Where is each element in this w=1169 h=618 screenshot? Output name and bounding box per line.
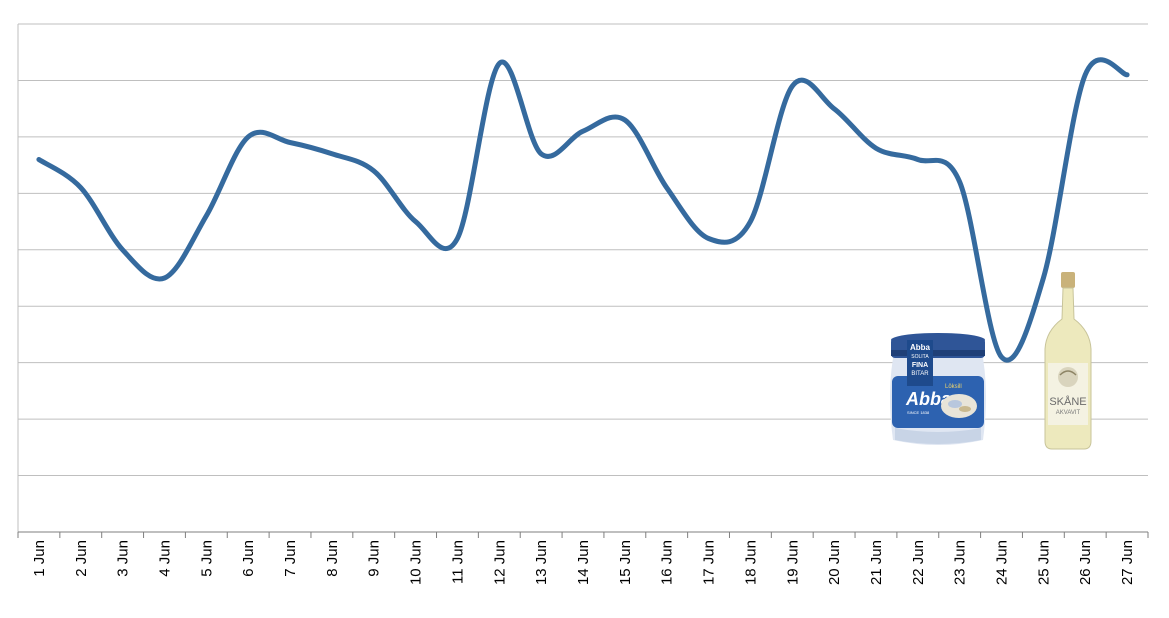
x-tick-label: 7 Jun bbox=[282, 540, 299, 577]
x-tick-label: 2 Jun bbox=[73, 540, 90, 577]
x-tick-label: 8 Jun bbox=[324, 540, 341, 577]
jar-brand-text: Abba bbox=[905, 389, 951, 409]
jar-badge-line-3: FINA bbox=[912, 362, 928, 369]
x-axis bbox=[17, 531, 1149, 538]
x-tick-label: 3 Jun bbox=[115, 540, 132, 577]
x-tick-label: 18 Jun bbox=[742, 540, 759, 585]
x-tick-label: 10 Jun bbox=[408, 540, 425, 585]
jar-badge-line-1: Abba bbox=[910, 343, 931, 352]
x-tick-label: 12 Jun bbox=[491, 540, 508, 585]
series-line bbox=[36, 57, 1130, 363]
jar-since-text: SINCE 1838 bbox=[907, 410, 930, 415]
x-tick-labels: 1 Jun 2 Jun 3 Jun 4 Jun 5 Jun 6 Jun 7 Jun 8 Jun… bbox=[31, 540, 1136, 585]
x-tick-label: 22 Jun bbox=[910, 540, 927, 585]
x-tick-label: 1 Jun bbox=[31, 540, 48, 577]
x-tick-label: 11 Jun bbox=[449, 540, 466, 584]
jar-badge-line-2: SOLITA bbox=[911, 354, 929, 360]
x-tick-label: 5 Jun bbox=[198, 540, 215, 577]
x-tick-label: 9 Jun bbox=[366, 540, 383, 577]
gridlines bbox=[17, 23, 1148, 533]
x-tick-label: 20 Jun bbox=[826, 540, 843, 585]
jar-variety-text: Löksill bbox=[945, 384, 962, 390]
x-tick-label: 21 Jun bbox=[868, 540, 885, 585]
jar-badge-line-4: BITAR bbox=[911, 371, 929, 377]
x-tick-label: 16 Jun bbox=[659, 540, 676, 585]
x-tick-label: 27 Jun bbox=[1119, 540, 1136, 585]
x-tick-label: 15 Jun bbox=[617, 540, 634, 585]
x-tick-label: 13 Jun bbox=[533, 540, 550, 585]
x-tick-label: 24 Jun bbox=[994, 540, 1011, 585]
herring-jar-image: Abba SOLITA FINA BITAR Abba SINCE 1838 L… bbox=[890, 333, 986, 445]
x-tick-label: 25 Jun bbox=[1035, 540, 1052, 585]
x-tick-label: 23 Jun bbox=[952, 540, 969, 585]
bottle-type-text: AKVAVIT bbox=[1056, 410, 1081, 416]
x-tick-label: 19 Jun bbox=[784, 540, 801, 585]
x-tick-label: 14 Jun bbox=[575, 540, 592, 585]
x-tick-label: 6 Jun bbox=[240, 540, 257, 577]
bottle-brand-text: SKÅNE bbox=[1049, 395, 1086, 408]
x-tick-label: 17 Jun bbox=[701, 540, 718, 585]
x-tick-label: 4 Jun bbox=[156, 540, 173, 577]
akvavit-bottle-image: SKÅNE AKVAVIT bbox=[1044, 272, 1092, 450]
x-tick-label: 26 Jun bbox=[1077, 540, 1094, 585]
